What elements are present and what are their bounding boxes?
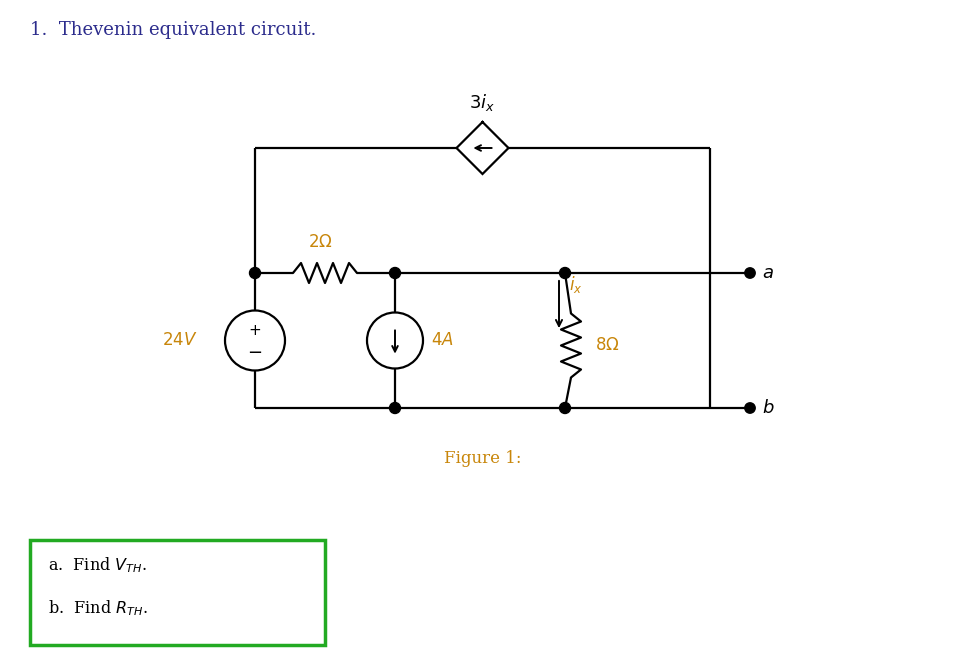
Text: $8\Omega$: $8\Omega$ (595, 337, 620, 354)
Text: $i_x$: $i_x$ (569, 274, 582, 294)
Text: $4A$: $4A$ (431, 332, 454, 349)
FancyBboxPatch shape (30, 540, 325, 645)
Text: $+$: $+$ (249, 323, 261, 338)
Text: 1.  Thevenin equivalent circuit.: 1. Thevenin equivalent circuit. (30, 21, 316, 39)
Text: $3i_x$: $3i_x$ (469, 92, 496, 113)
Circle shape (390, 267, 400, 278)
Circle shape (745, 403, 755, 413)
Circle shape (390, 402, 400, 414)
Text: $2\Omega$: $2\Omega$ (308, 234, 332, 251)
Text: $24V$: $24V$ (161, 332, 197, 349)
Circle shape (250, 267, 260, 278)
Text: $b$: $b$ (762, 399, 775, 417)
Text: b.  Find $R_{TH}$.: b. Find $R_{TH}$. (48, 598, 148, 618)
Text: Figure 1:: Figure 1: (444, 450, 521, 467)
Text: $a$: $a$ (762, 264, 774, 282)
Circle shape (560, 267, 571, 278)
Circle shape (560, 402, 571, 414)
Circle shape (745, 268, 755, 278)
Text: $-$: $-$ (248, 341, 262, 359)
Text: a.  Find $V_{TH}$.: a. Find $V_{TH}$. (48, 555, 147, 575)
